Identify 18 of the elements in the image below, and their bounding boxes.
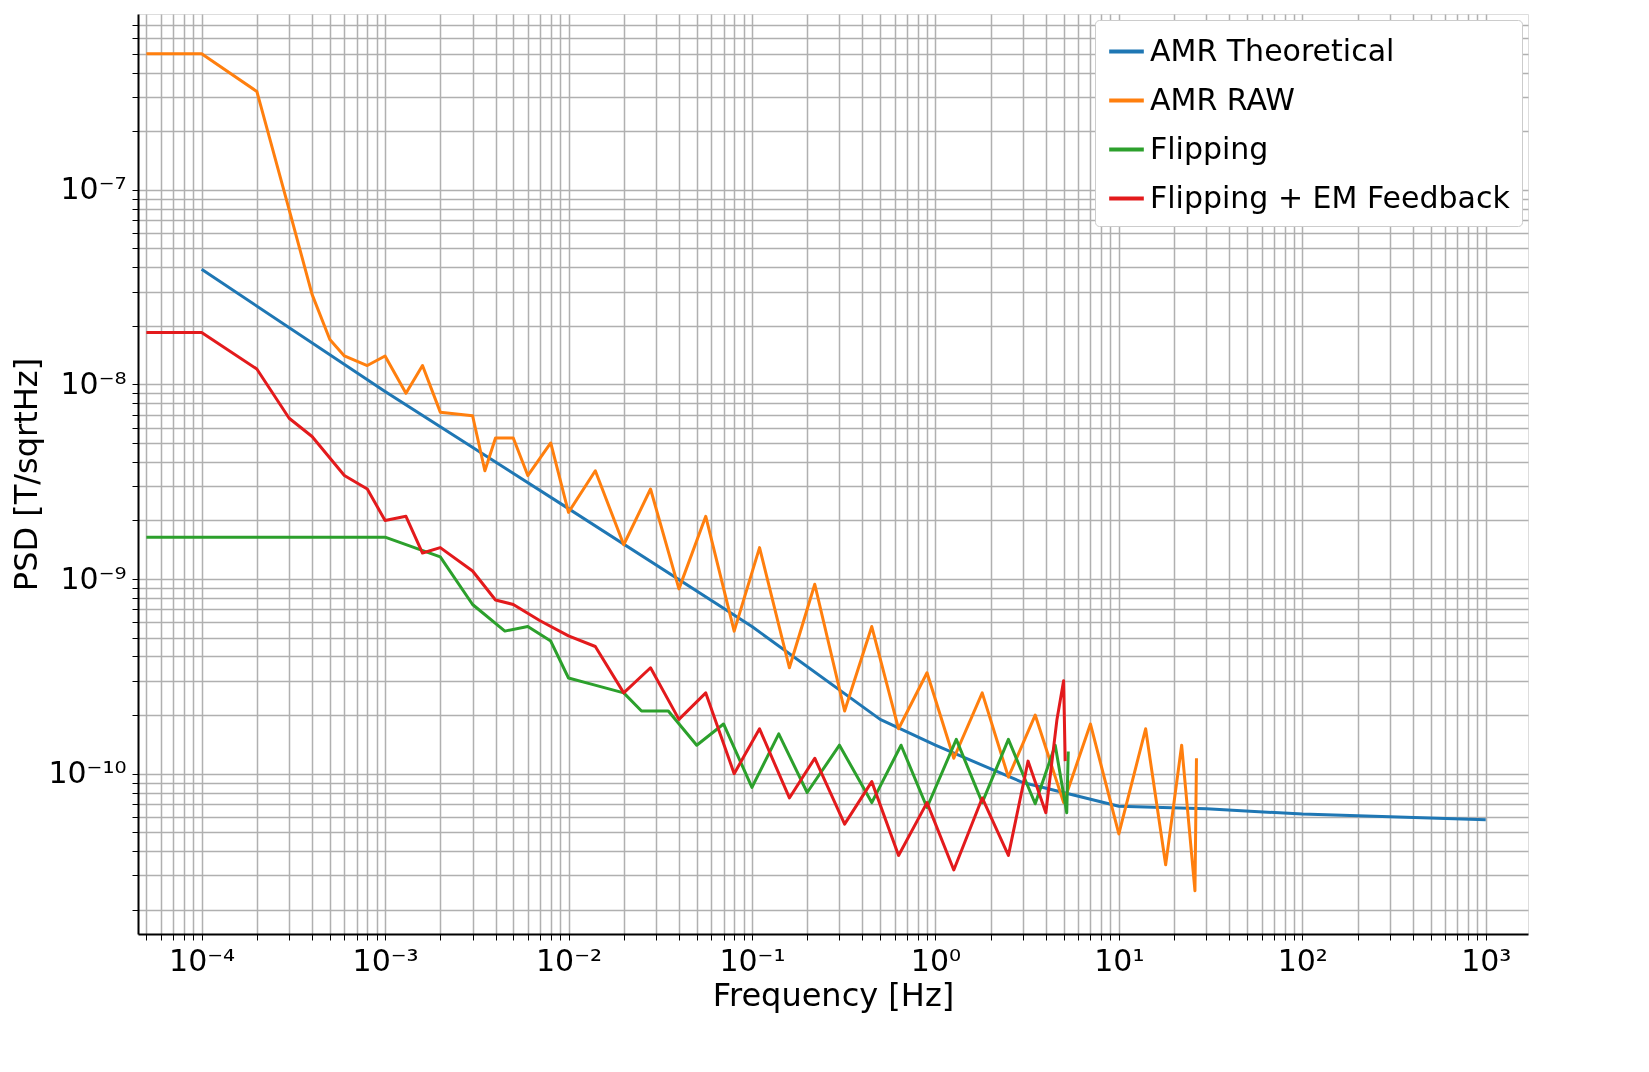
legend-label: AMR RAW bbox=[1150, 81, 1295, 117]
y-tick-label: 10⁻⁹ bbox=[60, 560, 127, 596]
legend-label: AMR Theoretical bbox=[1150, 32, 1395, 68]
legend-label: Flipping + EM Feedback bbox=[1150, 179, 1511, 215]
x-tick-label: 10² bbox=[1277, 942, 1328, 978]
y-tick-label: 10⁻⁷ bbox=[60, 171, 127, 207]
x-tick-label: 10⁻¹ bbox=[719, 942, 786, 978]
x-tick-label: 10⁻² bbox=[535, 942, 603, 978]
x-tick-label: 10⁰ bbox=[910, 942, 961, 978]
y-tick-label: 10⁻⁸ bbox=[60, 365, 127, 401]
x-tick-label: 10¹ bbox=[1094, 942, 1145, 978]
legend-label: Flipping bbox=[1150, 130, 1269, 166]
y-axis-title: PSD [T/sqrtHz] bbox=[7, 357, 46, 592]
x-tick-label: 10³ bbox=[1461, 942, 1512, 978]
x-tick-label: 10⁻⁴ bbox=[169, 942, 236, 978]
x-axis-title: Frequency [Hz] bbox=[712, 975, 955, 1014]
y-tick-label: 10⁻¹⁰ bbox=[48, 755, 127, 791]
x-tick-label: 10⁻³ bbox=[352, 942, 419, 978]
